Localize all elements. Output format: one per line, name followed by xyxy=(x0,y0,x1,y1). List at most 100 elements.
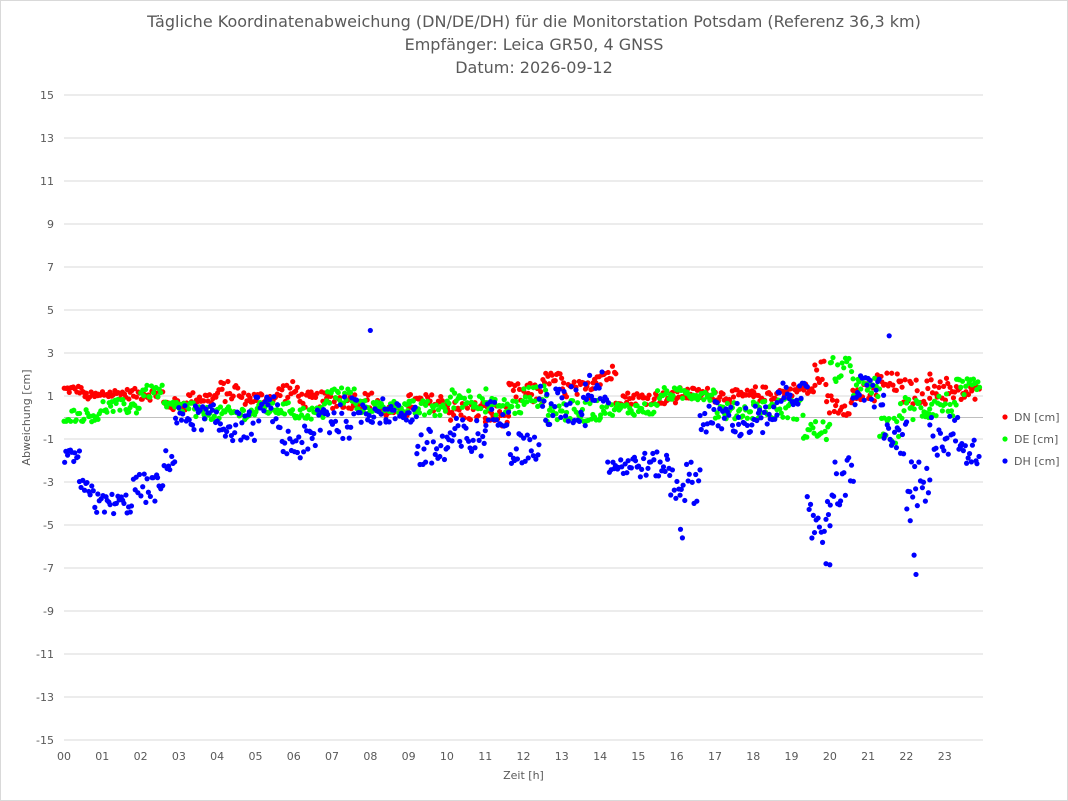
data-point xyxy=(219,386,225,392)
data-point xyxy=(679,395,686,401)
y-axis-label: Abweichung [cm] xyxy=(20,369,33,465)
y-tick-label: -11 xyxy=(36,648,54,661)
data-point xyxy=(918,405,924,411)
data-point xyxy=(728,404,734,410)
data-point xyxy=(543,417,549,423)
data-point xyxy=(657,459,663,465)
data-point xyxy=(766,411,772,417)
data-point xyxy=(924,465,930,471)
data-point xyxy=(648,402,654,408)
y-axis-ticks: 15 13 11 9 7 5 3 1 -1 -3 -5 -7 -9 -11 -13 -15 xyxy=(36,89,54,747)
data-point xyxy=(455,423,461,429)
data-point xyxy=(299,391,305,397)
data-point xyxy=(447,394,454,400)
data-point xyxy=(201,416,208,422)
data-point xyxy=(104,409,110,415)
data-point xyxy=(933,445,939,451)
data-point xyxy=(714,400,720,406)
data-point xyxy=(919,485,925,491)
data-point xyxy=(898,378,904,384)
data-point xyxy=(447,417,454,423)
data-point xyxy=(476,437,482,443)
data-point xyxy=(861,397,867,403)
data-point xyxy=(238,437,244,443)
data-point xyxy=(919,391,925,397)
data-point xyxy=(265,402,271,408)
data-point xyxy=(927,371,933,377)
data-point xyxy=(182,403,188,409)
data-point xyxy=(432,451,438,458)
data-point xyxy=(377,420,383,426)
y-tick-label: -7 xyxy=(43,562,54,575)
data-point xyxy=(704,385,711,391)
data-point xyxy=(812,382,818,388)
legend-marker xyxy=(1002,414,1008,420)
data-point xyxy=(154,475,161,481)
x-tick-label: 06 xyxy=(287,750,301,763)
data-point xyxy=(694,498,700,504)
data-point xyxy=(871,404,877,410)
x-tick-label: 08 xyxy=(363,750,377,763)
data-point xyxy=(777,406,783,412)
data-point xyxy=(870,382,876,388)
data-point xyxy=(693,471,699,478)
data-point xyxy=(174,420,180,426)
data-point xyxy=(920,479,927,485)
data-point xyxy=(241,390,247,396)
data-point xyxy=(186,417,192,423)
data-point xyxy=(698,426,704,433)
data-point xyxy=(259,401,265,407)
data-point xyxy=(501,397,507,403)
data-point xyxy=(550,412,556,419)
data-point xyxy=(445,444,451,451)
data-point xyxy=(558,414,564,421)
data-point xyxy=(513,398,519,405)
data-point xyxy=(68,418,74,424)
data-point xyxy=(193,413,199,420)
data-point xyxy=(764,421,770,427)
data-point xyxy=(136,471,143,478)
data-point xyxy=(801,387,807,393)
data-point xyxy=(752,384,758,390)
data-point xyxy=(453,415,459,421)
data-point xyxy=(724,400,730,407)
data-point xyxy=(113,500,119,506)
data-point xyxy=(927,406,933,412)
data-point xyxy=(948,408,955,414)
data-point xyxy=(271,394,277,400)
data-point xyxy=(421,446,427,452)
data-point xyxy=(126,409,132,415)
data-point xyxy=(833,471,840,477)
data-point xyxy=(337,397,343,404)
data-point xyxy=(625,390,631,396)
data-point xyxy=(140,484,146,490)
data-point xyxy=(438,393,444,400)
data-point xyxy=(835,362,841,368)
data-point xyxy=(928,414,935,421)
data-point xyxy=(95,491,101,497)
data-point xyxy=(809,535,815,541)
data-point xyxy=(449,438,455,444)
data-point xyxy=(277,424,283,431)
data-point xyxy=(596,385,602,391)
data-point xyxy=(858,386,864,392)
data-point xyxy=(635,463,642,469)
data-point xyxy=(314,407,321,413)
data-point xyxy=(172,459,178,465)
data-point xyxy=(911,406,917,412)
data-point xyxy=(846,455,852,461)
data-point xyxy=(533,456,539,462)
data-point xyxy=(312,394,319,401)
data-point xyxy=(933,413,939,419)
data-point xyxy=(482,409,489,415)
data-point xyxy=(592,397,598,403)
data-point xyxy=(536,396,542,402)
data-point xyxy=(970,376,977,382)
data-point xyxy=(963,460,970,466)
data-point xyxy=(427,408,433,415)
data-point xyxy=(294,449,300,456)
data-point xyxy=(230,393,236,399)
data-point xyxy=(744,422,750,429)
data-point xyxy=(781,395,787,401)
data-point xyxy=(700,422,707,428)
